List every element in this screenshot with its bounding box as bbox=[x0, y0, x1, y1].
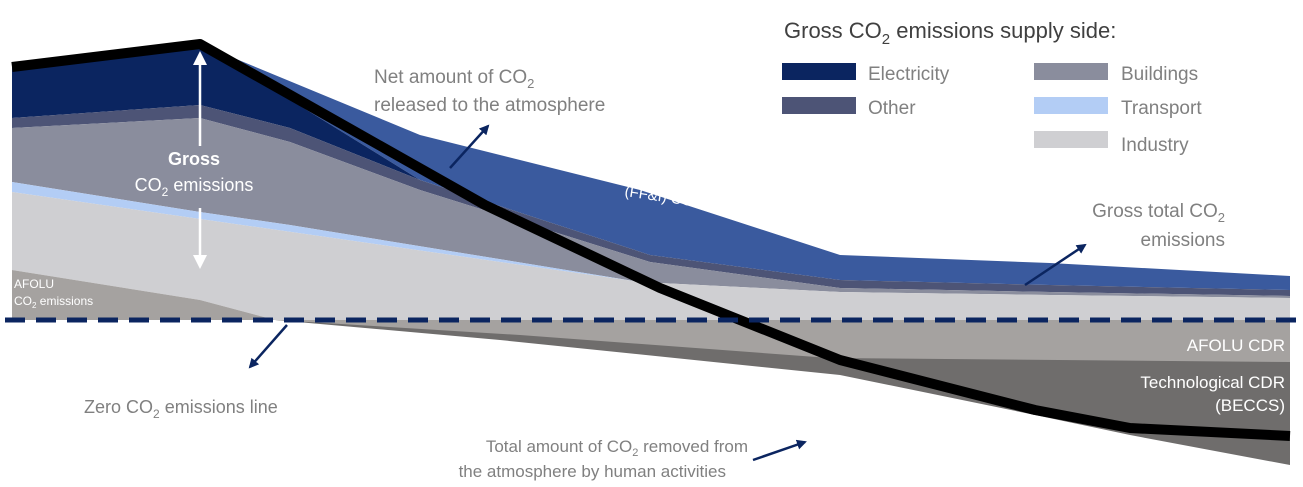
gross-total-label-line1: Gross total CO2 bbox=[1092, 201, 1225, 225]
buildings-area bbox=[12, 118, 1290, 298]
removed-label-line1: Total amount of CO2 removed from bbox=[486, 437, 748, 459]
net-co2-label-line2: released to the atmosphere bbox=[374, 95, 605, 116]
removed-label-line2: the atmosphere by human activities bbox=[459, 462, 726, 481]
legend-label-industry: Industry bbox=[1121, 135, 1189, 156]
zero-line-arrow bbox=[248, 324, 288, 369]
net-emissions-line bbox=[11, 39, 1291, 441]
legend-swatch-other bbox=[782, 97, 856, 114]
legend-label-electricity: Electricity bbox=[868, 64, 950, 85]
afolu-emissions-label-line2: CO2 emissions bbox=[14, 294, 93, 310]
gross-co2-emissions-label: CO2 emissions bbox=[135, 175, 254, 199]
legend-label-transport: Transport bbox=[1121, 98, 1202, 119]
transport-area bbox=[12, 182, 640, 282]
legend-swatch-transport bbox=[1034, 97, 1108, 114]
legend-swatch-electricity bbox=[782, 63, 856, 80]
legend-label-buildings: Buildings bbox=[1121, 64, 1198, 85]
tech-cdr-label-line2: (BECCS) bbox=[1215, 396, 1285, 415]
legend-title: Gross CO2 emissions supply side: bbox=[784, 18, 1116, 48]
legend-swatch-industry bbox=[1034, 131, 1108, 148]
net-co2-arrow bbox=[449, 124, 490, 169]
legend-label-other: Other bbox=[868, 98, 916, 119]
industry-area bbox=[12, 192, 1290, 320]
zero-line-label: Zero CO2 emissions line bbox=[84, 397, 278, 421]
afolu-emissions-area bbox=[12, 270, 275, 320]
legend-swatch-buildings bbox=[1034, 63, 1108, 80]
legend: Gross CO2 emissions supply side: Electri… bbox=[782, 18, 1202, 156]
tech-cdr-label-line1: Technological CDR bbox=[1140, 373, 1285, 392]
gross-total-arrow bbox=[1024, 243, 1087, 287]
gross-total-label-line2: emissions bbox=[1141, 230, 1225, 251]
net-co2-label-line1: Net amount of CO2 bbox=[374, 67, 534, 91]
afolu-emissions-label-line1: AFOLU bbox=[14, 277, 54, 291]
removed-arrow bbox=[752, 439, 807, 462]
afolu-cdr-label: AFOLU CDR bbox=[1187, 336, 1285, 355]
electricity-area bbox=[12, 44, 420, 180]
gross-label-bold: Gross bbox=[168, 149, 220, 169]
other-area bbox=[12, 105, 1290, 296]
